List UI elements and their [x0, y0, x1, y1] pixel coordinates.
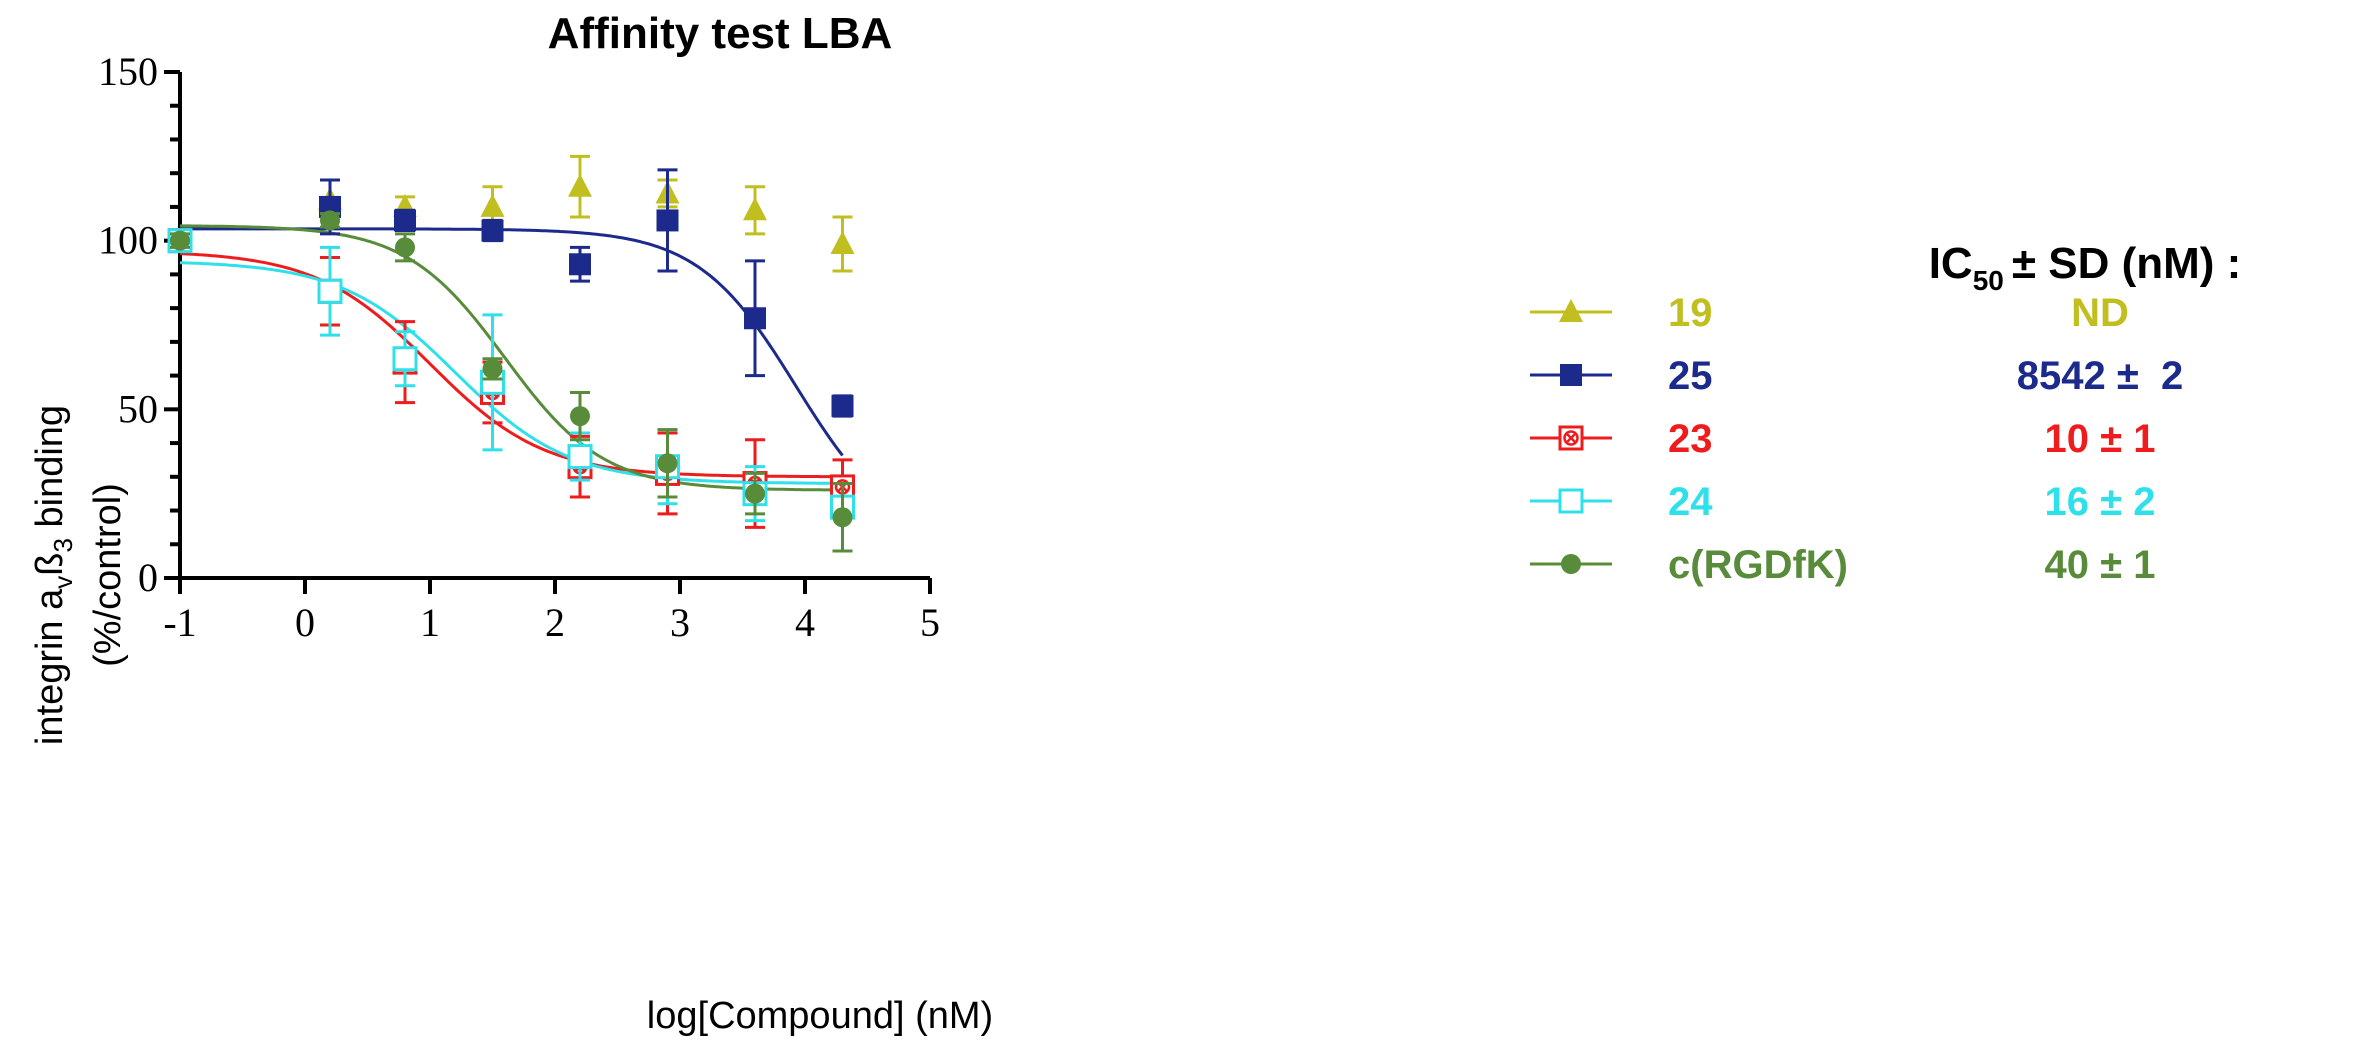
series-c(RGDfK): [170, 210, 853, 553]
data-point: [480, 193, 505, 217]
x-tick-label: 1: [420, 600, 440, 645]
x-tick-label: 3: [670, 600, 690, 645]
ic50-header: IC50 ± SD (nM) :: [1929, 239, 2242, 296]
legend-entry-25: 25 8542 ± 2: [1530, 354, 2183, 398]
data-point: [745, 483, 765, 504]
data-point: [831, 394, 854, 417]
series-19: [168, 154, 855, 273]
legend-marker: [1560, 364, 1582, 386]
x-tick-label: 2: [545, 600, 565, 645]
data-point: [569, 253, 591, 276]
x-tick-label: 5: [920, 600, 940, 645]
x-tick-label: 4: [795, 600, 815, 645]
legend-label: 23: [1668, 417, 1713, 461]
legend-entry-24: 24 16 ± 2: [1530, 480, 2155, 524]
legend-entry-19: 19 ND: [1530, 291, 2129, 335]
data-point: [481, 219, 504, 242]
ic50-value: 16 ± 2: [2045, 480, 2156, 524]
data-point: [743, 197, 767, 221]
x-tick-label: -1: [163, 600, 196, 645]
ic50-value: 40 ± 1: [2045, 543, 2156, 587]
legend-label: c(RGDfK): [1668, 543, 1848, 587]
y-axis-label-sub2: 3: [48, 538, 78, 552]
data-point: [568, 173, 592, 197]
data-point: [394, 209, 416, 232]
data-point: [657, 453, 678, 474]
data-point: [656, 209, 679, 232]
x-axis-label: log[Compound] (nM): [647, 995, 993, 1037]
legend-marker: [1558, 488, 1584, 514]
legend-entry-23: 23 10 ± 1: [1530, 417, 2155, 461]
y-axis-label-mid: ß: [29, 553, 71, 576]
y-tick-label: 150: [98, 49, 158, 94]
chart-title: Affinity test LBA: [548, 9, 893, 58]
ic50-header-sub: 50: [1973, 265, 2004, 296]
ic50-value: 8542 ± 2: [2017, 354, 2184, 398]
y-tick-label: 0: [138, 555, 158, 600]
ic50-header-rest: ± SD (nM) :: [2012, 239, 2241, 288]
svg-text:IC50± SD (nM) :: IC50 ± SD (nM) :: [1929, 239, 2242, 296]
data-point: [317, 278, 343, 304]
ic50-value: 10 ± 1: [2045, 417, 2156, 461]
legend-label: 19: [1668, 291, 1713, 335]
data-point: [830, 231, 855, 255]
data-point: [320, 210, 340, 231]
legend-label: 25: [1668, 354, 1713, 398]
y-axis-label-sub1: v: [48, 576, 78, 589]
data-points: [167, 154, 855, 553]
ic50-value: ND: [2071, 291, 2129, 335]
data-point: [567, 444, 593, 470]
legend-entry-c(RGDfK): c(RGDfK) 40 ± 1: [1530, 543, 2155, 587]
y-axis-label-line2: (%/control): [87, 483, 129, 667]
y-tick-label: 50: [118, 386, 158, 431]
legend: 19 ND 25 8542 ± 2 23 10 ± 1 24 16 ± 2 c(RGDfK) 40…: [1530, 291, 2183, 587]
y-axis-label: integrin avß3 binding: [29, 405, 78, 745]
data-point: [392, 346, 418, 372]
ic50-header-ic: IC: [1929, 239, 1973, 288]
data-point: [570, 406, 590, 427]
legend-marker: [1561, 554, 1581, 574]
fit-curve-c(RGDfK): [180, 224, 843, 492]
fit-curves: [179, 224, 844, 492]
data-point: [744, 307, 766, 330]
y-axis-label-end: binding: [29, 405, 71, 538]
y-tick-label: 100: [98, 218, 158, 263]
data-point: [395, 237, 415, 258]
legend-marker: [1558, 425, 1584, 451]
x-tick-label: 0: [295, 600, 315, 645]
legend-marker: [1559, 299, 1583, 322]
data-point: [170, 230, 190, 251]
y-axis-label-main: integrin a: [29, 588, 71, 745]
fit-curve-24: [179, 261, 843, 485]
legend-label: 24: [1668, 480, 1713, 524]
data-point: [832, 507, 853, 528]
fit-curve-23: [179, 252, 843, 479]
data-point: [482, 358, 503, 379]
